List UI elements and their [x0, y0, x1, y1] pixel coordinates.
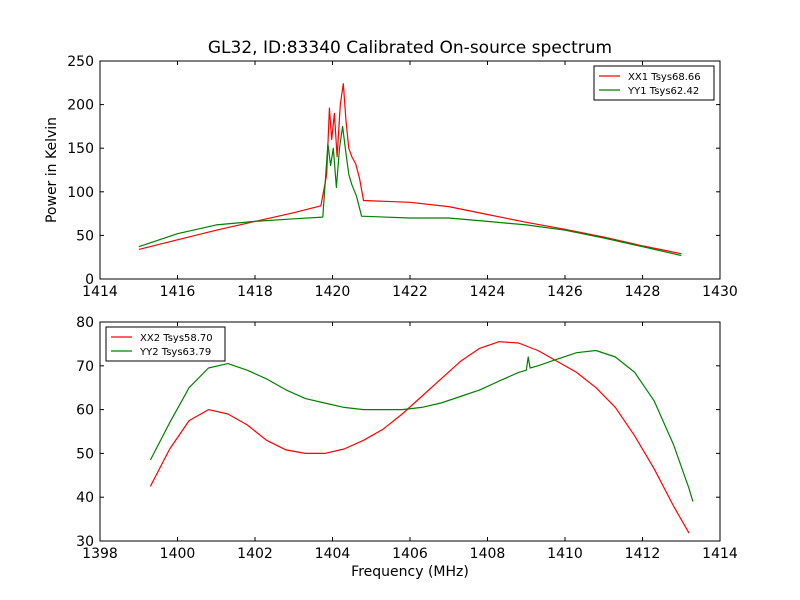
legend: XX1 Tsys68.66 YY1 Tsys62.42: [593, 65, 715, 101]
legend-label: YY1 Tsys62.42: [627, 86, 699, 97]
legend-label: YY2 Tsys63.79: [139, 347, 211, 358]
x-axis-label: Frequency (MHz): [351, 564, 469, 580]
y-axis-label: Power in Kelvin: [44, 117, 60, 223]
y-tick-label: 50: [76, 446, 94, 462]
x-tick-label: 1430: [702, 284, 738, 300]
series-line-2: [149, 349, 694, 502]
x-tick-label: 1410: [547, 546, 583, 562]
y-tick-label: 30: [76, 534, 94, 550]
x-tick-label: 1428: [625, 284, 661, 300]
x-tick-label: 1412: [625, 546, 661, 562]
x-tick-label: 1404: [315, 546, 351, 562]
y-tick-label: 200: [67, 98, 94, 114]
legend-box: [593, 65, 715, 101]
y-tick-label: 100: [67, 185, 94, 201]
x-tick-label: 1414: [82, 284, 118, 300]
series-line-1: [138, 83, 682, 255]
y-tick-label: 150: [67, 141, 94, 157]
y-tick-label: 80: [76, 315, 94, 331]
legend-label: XX2 Tsys58.70: [140, 333, 213, 344]
y-tick-label: 250: [67, 54, 94, 70]
top-spectrum-panel: 1414 1416 1418 1420 1422 1424 1426 1428 1430 0 50 1…: [44, 54, 738, 300]
x-tick-label: 1426: [547, 284, 583, 300]
x-tick-label: 1400: [160, 546, 196, 562]
y-tick-label: 60: [76, 403, 94, 419]
x-tick-label: 1408: [470, 546, 506, 562]
series-line-2: [138, 125, 682, 257]
x-tick-label: 1416: [160, 284, 196, 300]
y-tick-label: 40: [76, 490, 94, 506]
x-tick-label: 1424: [470, 284, 506, 300]
x-tick-label: 1420: [315, 284, 351, 300]
legend-box: [105, 326, 226, 362]
x-tick-label: 1414: [702, 546, 738, 562]
x-tick-label: 1402: [237, 546, 273, 562]
x-tick-label: 1422: [392, 284, 428, 300]
bottom-spectrum-panel: 1398 1400 1402 1404 1406 1408 1410 1412 1414 30 40…: [76, 315, 738, 580]
y-tick-label: 0: [85, 272, 94, 288]
x-tick-label: 1406: [392, 546, 428, 562]
legend: XX2 Tsys58.70 YY2 Tsys63.79: [105, 326, 226, 362]
figure-title: GL32, ID:83340 Calibrated On-source spec…: [208, 38, 612, 58]
y-tick-label: 70: [76, 359, 94, 375]
x-tick-label: 1418: [237, 284, 273, 300]
x-tick-label: 1398: [82, 546, 118, 562]
legend-label: XX1 Tsys68.66: [628, 72, 701, 83]
y-tick-label: 50: [76, 228, 94, 244]
series-line-1: [149, 341, 690, 534]
